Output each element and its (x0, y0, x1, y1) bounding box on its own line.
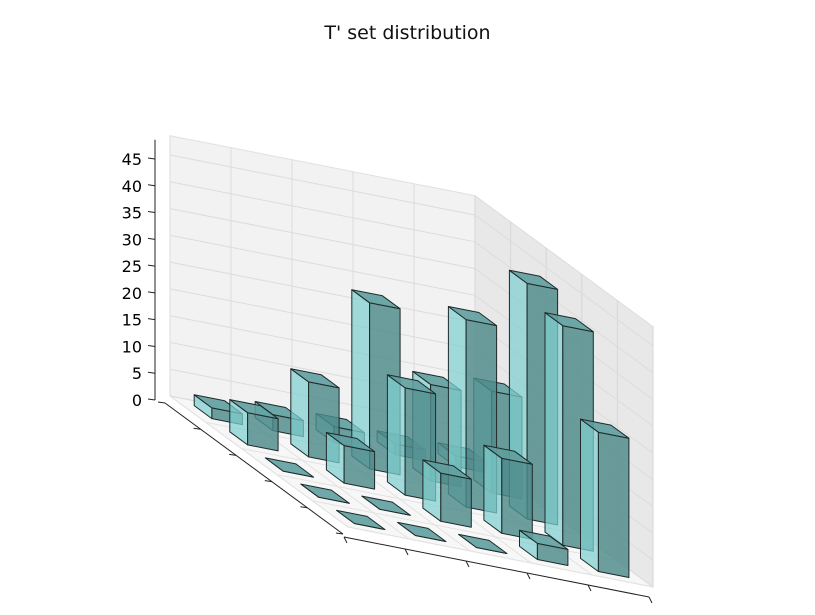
grid-line (347, 526, 654, 588)
z-tick-label: 30 (122, 230, 142, 249)
grid-line (169, 395, 349, 528)
bar-face-top (447, 306, 498, 327)
bar-face-front (247, 412, 279, 452)
bar-face-front (343, 445, 376, 490)
y-tick (193, 427, 201, 430)
bar-face-front (440, 472, 472, 528)
bar (361, 495, 411, 516)
bar (397, 521, 447, 542)
z-tick-label: 45 (122, 150, 142, 169)
z-tick (147, 291, 156, 294)
bar-face-top (386, 374, 437, 395)
bar-face-top (325, 432, 376, 453)
bar-face-top (300, 483, 350, 504)
x-tick (465, 560, 470, 568)
grid-line (169, 181, 654, 374)
bar-face-left (386, 374, 406, 496)
bar-face-top (483, 444, 533, 465)
bar-face-front (501, 457, 533, 540)
bar-face-top (229, 399, 279, 420)
bar-face-top (519, 529, 569, 550)
y-tick (264, 480, 272, 483)
chart-title: T' set distribution (324, 22, 491, 44)
x-tick (648, 596, 653, 604)
bar (336, 509, 386, 530)
x-tick (526, 572, 531, 580)
z-tick-label: 10 (122, 337, 142, 356)
z-tick (147, 371, 156, 374)
bar (264, 457, 315, 478)
z-tick-label: 5 (132, 364, 142, 383)
z-tick (147, 398, 156, 401)
x-tick (404, 548, 409, 556)
bar-face-top (290, 368, 340, 389)
z-tick (147, 318, 156, 321)
z-tick (147, 237, 156, 240)
bar (458, 533, 508, 554)
grid-line (169, 154, 654, 347)
bar-face-top (458, 533, 508, 554)
bar-face-left (580, 418, 599, 572)
y-tick (157, 401, 166, 404)
bar-face-top (351, 289, 401, 310)
bar-face-top (422, 459, 472, 480)
x-axis-line (343, 536, 650, 598)
z-tick-label: 25 (122, 257, 142, 276)
z-tick (147, 264, 156, 267)
bar-group (193, 269, 630, 578)
bar (483, 444, 533, 540)
z-tick (147, 157, 156, 160)
z-tick (147, 344, 156, 347)
z-tick-label: 35 (122, 204, 142, 223)
bar-face-front (597, 431, 630, 578)
z-tick (147, 211, 156, 214)
x-tick (587, 584, 592, 592)
bar-face-top (544, 312, 594, 333)
bar-face-left (544, 312, 564, 546)
bar-face-top (264, 457, 315, 478)
bar (300, 483, 350, 504)
bar (325, 432, 376, 490)
bar-face-left (290, 368, 310, 458)
y-axis-line (164, 402, 344, 535)
axis-lines (147, 139, 653, 604)
bar-face-top (580, 418, 630, 439)
z-tick-label: 20 (122, 284, 142, 303)
z-tick (147, 184, 156, 187)
bar (519, 529, 569, 566)
bar-face-top (361, 495, 411, 516)
bar-face-top (336, 509, 386, 530)
bar-face-top (508, 269, 559, 290)
z-tick-label: 0 (132, 391, 142, 410)
bar-face-left (483, 444, 503, 534)
x-tick (343, 536, 348, 544)
bar (580, 418, 630, 578)
z-tick-label: 15 (122, 311, 142, 330)
y-tick (300, 506, 308, 509)
z-tick-label: 40 (122, 177, 142, 196)
bar (229, 399, 279, 452)
z-tick-labels: 0 5 10 15 20 25 30 35 40 45 (122, 150, 142, 410)
bar-face-top (397, 521, 447, 542)
y-tick (229, 453, 237, 456)
bar (422, 459, 472, 528)
y-tick (335, 532, 344, 535)
